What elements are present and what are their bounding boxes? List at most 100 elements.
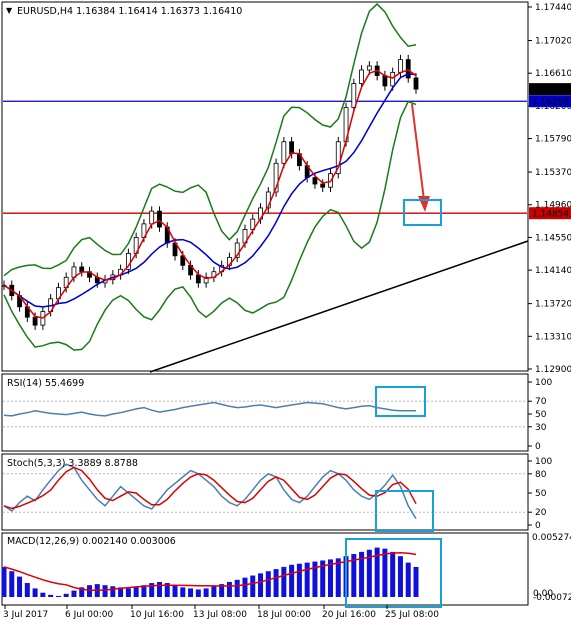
candle-body xyxy=(320,183,326,188)
dropdown-arrow-icon[interactable]: ▼ xyxy=(6,6,13,15)
stoch-tick-label: 0 xyxy=(535,521,541,531)
rsi-highlight-box xyxy=(375,386,426,417)
stoch-panel-frame xyxy=(1,453,529,531)
macd-histogram-bar xyxy=(24,583,30,597)
macd-histogram-bar xyxy=(149,583,155,597)
macd-histogram-bar xyxy=(320,560,326,597)
main-panel-frame xyxy=(1,1,529,372)
macd-histogram-bar xyxy=(125,588,131,597)
candle-body xyxy=(312,177,318,185)
macd-histogram-bar xyxy=(296,563,302,597)
macd-histogram-bar xyxy=(366,549,372,597)
macd-histogram-bar xyxy=(55,595,61,597)
rsi-tick-label: 30 xyxy=(535,423,547,433)
macd-tick-label: -0.000729 xyxy=(533,593,571,603)
macd-panel[interactable] xyxy=(1,538,442,608)
macd-histogram-bar xyxy=(156,581,162,597)
macd-histogram-bar xyxy=(164,583,170,597)
stoch-panel[interactable] xyxy=(3,463,527,532)
macd-histogram-bar xyxy=(32,588,38,597)
bollinger-upper-band xyxy=(3,3,417,277)
macd-histogram-bar xyxy=(397,556,403,597)
macd-histogram-bar xyxy=(48,594,54,597)
candle-body xyxy=(234,242,240,258)
axes: 1.174401.170201.166101.162001.157901.153… xyxy=(3,3,571,620)
macd-histogram-bar xyxy=(226,581,232,597)
macd-histogram-bar xyxy=(273,569,279,597)
macd-histogram-bar xyxy=(405,562,411,597)
moving-average-blue xyxy=(3,73,417,308)
macd-histogram-bar xyxy=(9,571,15,597)
candle-body xyxy=(289,141,295,155)
candle-body xyxy=(273,162,279,193)
time-tick-label: 3 Jul 2017 xyxy=(3,610,48,620)
macd-histogram-bar xyxy=(79,587,85,597)
rsi-line xyxy=(3,401,416,417)
time-tick-label: 13 Jul 08:00 xyxy=(193,610,247,620)
macd-histogram-bar xyxy=(71,590,77,597)
macd-histogram-bar xyxy=(265,571,271,597)
macd-tick-label: 0.005274 xyxy=(532,533,571,543)
macd-histogram-bar xyxy=(413,566,419,597)
macd-histogram-bar xyxy=(258,573,264,597)
price-tick-label: 1.15370 xyxy=(535,168,571,178)
macd-histogram-bar xyxy=(87,585,93,597)
price-panel[interactable] xyxy=(1,3,529,373)
time-tick-label: 10 Jul 16:00 xyxy=(130,610,184,620)
macd-histogram-bar xyxy=(289,564,295,597)
candle-body xyxy=(335,141,341,175)
time-tick-label: 6 Jul 00:00 xyxy=(65,610,114,620)
price-tick-label: 1.13720 xyxy=(535,300,571,310)
current-price-tag: 1.16410 xyxy=(532,86,569,96)
candle-body xyxy=(390,71,396,87)
candle-body xyxy=(351,83,357,108)
candle-body xyxy=(366,65,372,71)
macd-histogram-bar xyxy=(102,585,108,597)
time-tick-label: 18 Jul 00:00 xyxy=(257,610,311,620)
forecast-arrow xyxy=(411,103,425,201)
stoch-main-line xyxy=(3,463,417,519)
macd-histogram-bar xyxy=(327,559,333,597)
current-price-tag-bg xyxy=(529,83,571,96)
red-line-price-tag: 1.14854 xyxy=(532,210,569,220)
stoch-tick-label: 100 xyxy=(535,457,552,467)
blue-line-price-tag-bg xyxy=(529,95,571,108)
stoch-tick-label: 20 xyxy=(535,508,547,518)
price-tick-label: 1.17440 xyxy=(535,3,571,13)
price-tick-label: 1.16610 xyxy=(535,69,571,79)
target-box xyxy=(403,199,442,226)
macd-histogram-bar xyxy=(351,554,357,597)
macd-histogram-bar xyxy=(133,587,139,597)
macd-title: MACD(12,26,9) 0.002140 0.003006 xyxy=(7,536,176,547)
macd-histogram-bar xyxy=(180,587,186,597)
candle-body xyxy=(79,266,85,273)
time-tick-label: 20 Jul 16:00 xyxy=(322,610,376,620)
macd-histogram-bar xyxy=(40,592,46,597)
macd-histogram-bar xyxy=(219,584,225,597)
macd-histogram-bar xyxy=(172,585,178,597)
macd-histogram-bar xyxy=(335,558,341,597)
candle-body xyxy=(398,59,403,73)
price-tick-label: 1.13310 xyxy=(535,332,571,342)
macd-histogram-bar xyxy=(141,585,147,597)
price-tick-label: 1.17020 xyxy=(535,36,571,46)
candle-body xyxy=(281,141,287,164)
macd-histogram-bar xyxy=(242,577,248,597)
rsi-panel-frame xyxy=(1,373,529,452)
candle-body xyxy=(405,59,411,79)
macd-histogram-bar xyxy=(17,576,23,597)
bollinger-lower-band xyxy=(3,100,417,351)
red-line-price-tag-bg xyxy=(529,207,571,220)
rsi-panel[interactable] xyxy=(3,386,527,428)
macd-histogram-bar xyxy=(374,547,380,597)
rsi-tick-label: 0 xyxy=(535,442,541,452)
rsi-title: RSI(14) 55.4699 xyxy=(7,378,84,389)
macd-histogram-bar xyxy=(234,579,240,597)
macd-histogram-bar xyxy=(312,561,318,597)
macd-histogram-bar xyxy=(250,575,256,597)
stoch-title: Stoch(5,3,3) 3.3889 8.8788 xyxy=(7,458,138,469)
macd-histogram-bar xyxy=(1,566,7,597)
stoch-signal-line xyxy=(3,466,417,510)
rsi-tick-label: 50 xyxy=(535,410,547,420)
